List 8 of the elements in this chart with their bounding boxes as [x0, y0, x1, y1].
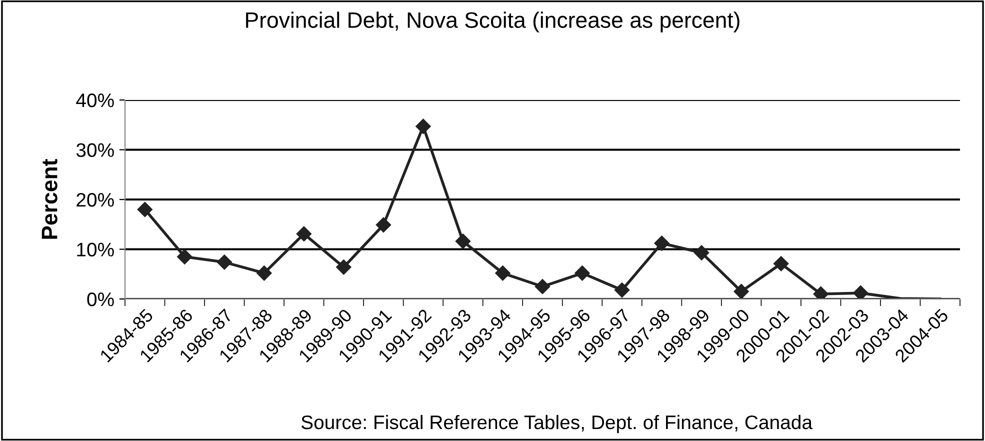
y-tick-label: 20%: [76, 192, 114, 207]
chart-title: Provincial Debt, Nova Scoita (increase as percent): [246, 12, 740, 32]
y-tick-label: 30%: [76, 143, 114, 157]
y-tick-label: 40%: [76, 93, 114, 108]
y-tick-label: 0%: [87, 292, 114, 306]
source-note: Source: Fiscal Reference Tables, Dept. of Finance, Canada: [301, 414, 813, 434]
y-axis-title: Percent: [42, 159, 58, 239]
y-tick-label: 10%: [77, 242, 114, 256]
